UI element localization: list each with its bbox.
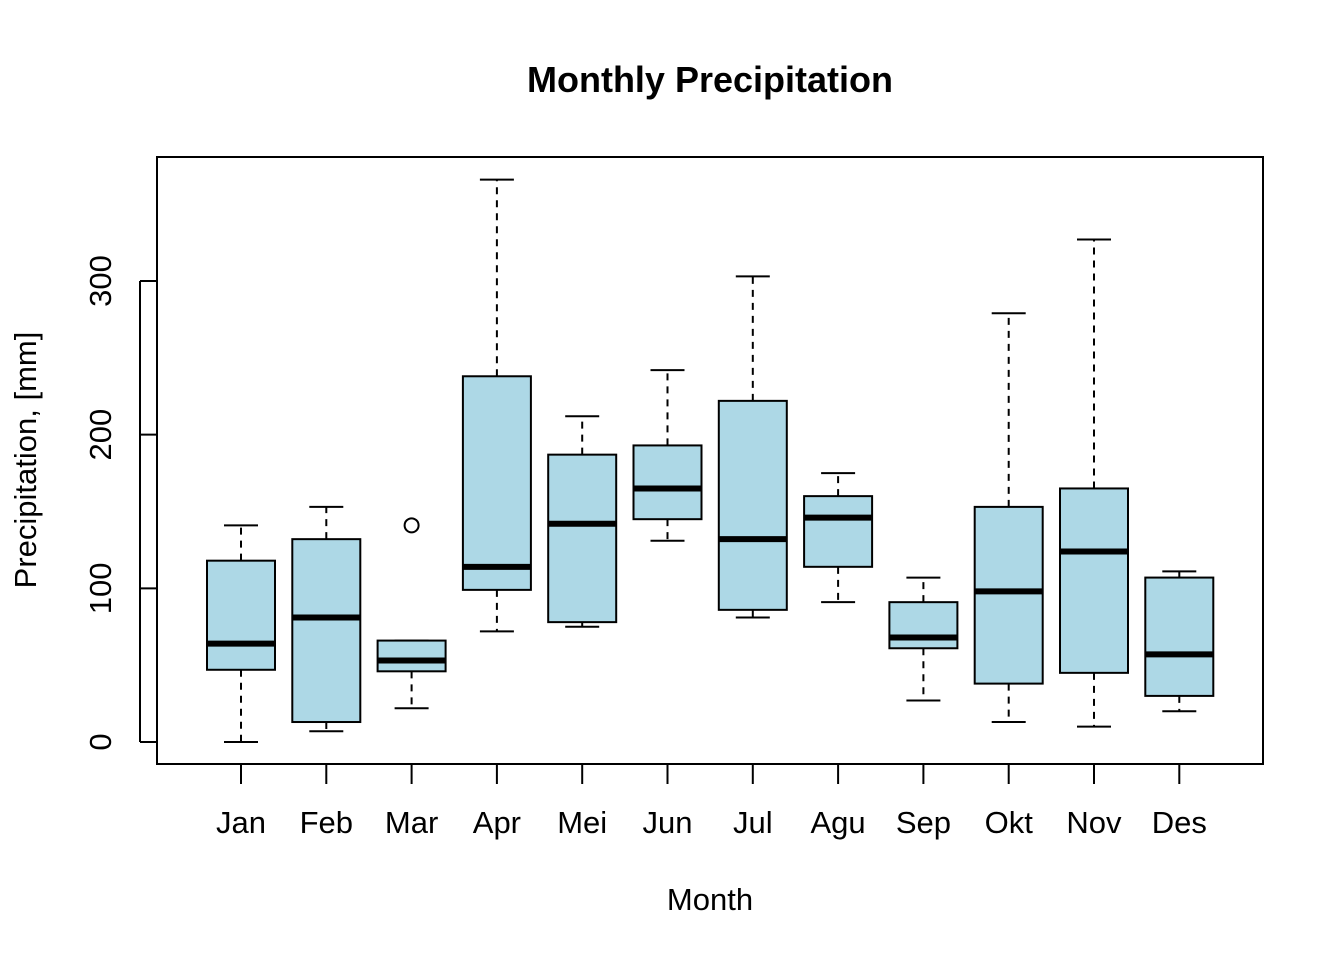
box-okt bbox=[973, 312, 1044, 724]
box-nov bbox=[1059, 238, 1129, 728]
iqr-box bbox=[376, 639, 447, 673]
iqr-box bbox=[632, 444, 703, 521]
x-tick-label: Apr bbox=[473, 805, 521, 840]
x-axis-label: Month bbox=[667, 882, 753, 917]
x-tick-label: Okt bbox=[985, 805, 1034, 840]
box-apr bbox=[461, 178, 532, 633]
box-sep bbox=[888, 576, 959, 702]
box-jan bbox=[206, 524, 276, 743]
box-series bbox=[206, 178, 1215, 743]
iqr-box bbox=[206, 559, 276, 671]
y-tick-label: 200 bbox=[83, 409, 118, 461]
x-tick-label: Jun bbox=[643, 805, 693, 840]
y-axis-label: Precipitation, [mm] bbox=[8, 332, 43, 589]
outlier-point bbox=[403, 517, 420, 534]
box-agu bbox=[803, 472, 874, 604]
box-jun bbox=[632, 369, 703, 542]
x-tick-label: Mar bbox=[385, 805, 438, 840]
iqr-box bbox=[547, 453, 618, 624]
box-des bbox=[1144, 570, 1215, 713]
box-mar bbox=[376, 517, 447, 710]
x-tick-label: Des bbox=[1152, 805, 1207, 840]
box-mei bbox=[547, 415, 618, 628]
y-axis: 0 100 200 300 bbox=[83, 255, 157, 751]
iqr-box bbox=[461, 375, 532, 591]
iqr-box bbox=[717, 399, 788, 611]
iqr-box bbox=[291, 538, 362, 724]
x-tick-label: Nov bbox=[1066, 805, 1122, 840]
x-axis: Jan Feb Mar Apr Mei Jun Jul Agu Sep Okt Nov Des bbox=[216, 763, 1207, 840]
x-tick-label: Jul bbox=[733, 805, 773, 840]
x-tick-label: Sep bbox=[896, 805, 951, 840]
iqr-box bbox=[973, 505, 1044, 685]
box-jul bbox=[717, 275, 788, 619]
x-tick-label: Jan bbox=[216, 805, 266, 840]
chart-title: Monthly Precipitation bbox=[527, 59, 893, 100]
iqr-box bbox=[888, 601, 959, 650]
x-tick-label: Feb bbox=[300, 805, 353, 840]
iqr-box bbox=[1144, 576, 1215, 697]
box-feb bbox=[291, 505, 362, 733]
iqr-box bbox=[1059, 487, 1129, 674]
y-tick-label: 0 bbox=[83, 733, 118, 750]
iqr-box bbox=[803, 495, 874, 568]
x-tick-label: Agu bbox=[811, 805, 866, 840]
x-tick-label: Mei bbox=[557, 805, 607, 840]
y-tick-label: 300 bbox=[83, 255, 118, 307]
y-tick-label: 100 bbox=[83, 562, 118, 614]
